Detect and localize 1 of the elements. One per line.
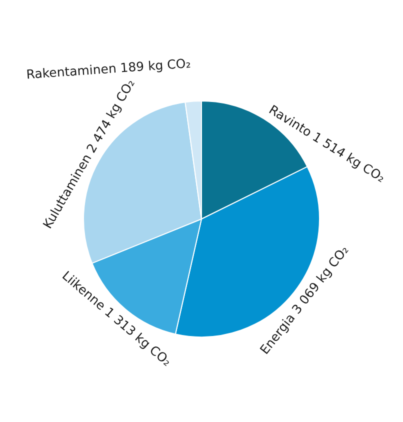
slice-label: Rakentaminen 189 kg CO₂ (26, 55, 192, 82)
